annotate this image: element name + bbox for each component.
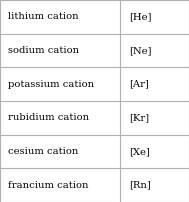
Text: potassium cation: potassium cation [8,80,94,89]
Text: [Kr]: [Kr] [129,113,149,122]
Text: [He]: [He] [129,12,152,21]
Text: cesium cation: cesium cation [8,147,78,156]
Text: lithium cation: lithium cation [8,12,78,21]
Text: [Ne]: [Ne] [129,46,152,55]
Text: [Rn]: [Rn] [129,181,151,190]
Text: francium cation: francium cation [8,181,88,190]
Text: rubidium cation: rubidium cation [8,113,89,122]
Text: [Xe]: [Xe] [129,147,150,156]
Text: sodium cation: sodium cation [8,46,79,55]
Text: [Ar]: [Ar] [129,80,149,89]
